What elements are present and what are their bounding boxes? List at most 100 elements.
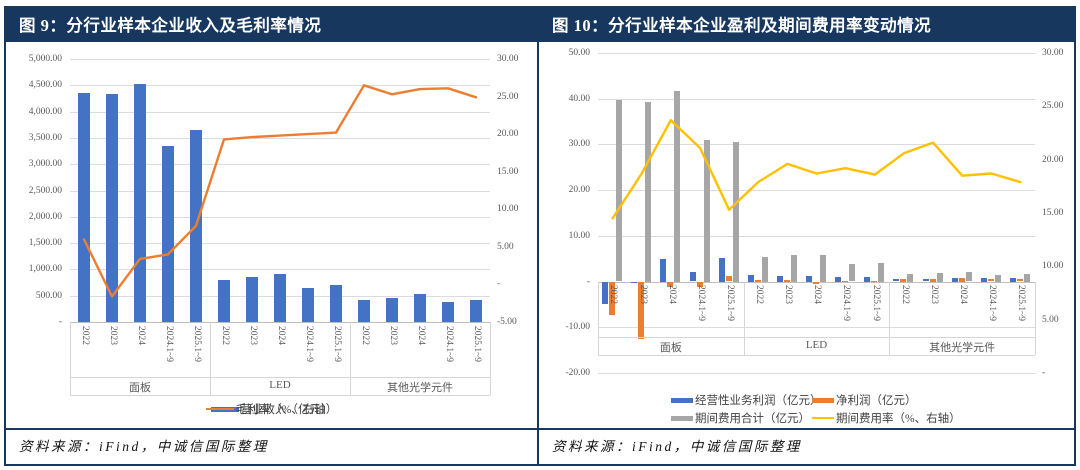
legend-line-marker — [205, 407, 234, 411]
x-axis-group-label: LED — [805, 339, 828, 351]
y-axis-right-tick: 25.00 — [1042, 101, 1064, 112]
bar — [689, 272, 696, 282]
bar — [820, 255, 826, 282]
gridline — [598, 327, 1035, 329]
x-axis-category-label: 2022 — [608, 285, 619, 304]
x-axis-category-label: 2024 — [275, 326, 286, 345]
bar — [133, 83, 146, 322]
bar — [980, 278, 987, 282]
gridline — [70, 322, 490, 323]
bar — [638, 281, 645, 340]
axis-band-separator — [210, 322, 211, 395]
bar — [987, 278, 994, 282]
y-axis-right-tick: 10.00 — [1042, 261, 1064, 272]
y-axis-left-tick: -20.00 — [565, 368, 590, 378]
y-axis-left-tick: - — [58, 317, 62, 327]
bar — [893, 278, 900, 282]
figure10-title: 图 10：分行业样本企业盈利及期间费用率变动情况 — [539, 8, 1074, 40]
bar — [783, 280, 790, 282]
gridline — [598, 53, 1035, 54]
legend-item: 期间费用合计（亿元） — [671, 410, 810, 426]
legend-item: 净利润（亿元） — [812, 392, 917, 408]
bar — [900, 279, 907, 282]
legend-item: 毛利率（%、右轴） — [205, 401, 337, 417]
legend-label: 营业收入（亿元） — [240, 404, 333, 416]
bar — [842, 280, 849, 282]
bar — [385, 297, 398, 322]
x-axis-category-label: 2023 — [637, 285, 648, 304]
x-axis-category-label: 2024 — [415, 326, 426, 345]
y-axis-left-tick: 20.00 — [568, 185, 590, 196]
x-axis-group-label: 其他光学元件 — [387, 382, 453, 394]
bar — [441, 301, 454, 322]
y-axis-right-tick: 25.00 — [497, 91, 519, 102]
bar — [616, 99, 623, 282]
x-axis-category-label: 2022 — [754, 285, 764, 304]
y-axis-left-tick: - — [586, 276, 590, 287]
bar — [754, 280, 761, 282]
x-axis-category-label: 2025.1~9 — [191, 326, 202, 363]
bar — [725, 275, 732, 282]
y-axis-right-tick: -5.00 — [497, 317, 517, 327]
figure-board: 图 9：分行业样本企业收入及毛利率情况 图 10：分行业样本企业盈利及期间费用率… — [4, 6, 1076, 466]
x-axis-category-label: 2024 — [958, 285, 968, 304]
bar — [864, 277, 871, 282]
x-axis-category-label: 2025.1~9 — [471, 326, 482, 363]
x-axis-category-label: 2024.1~9 — [303, 326, 314, 363]
y-axis-left-tick: 10.00 — [568, 230, 590, 241]
bar — [357, 299, 370, 322]
axis-band-separator — [490, 322, 491, 395]
x-axis-category-label: 2023 — [247, 326, 258, 345]
legend-label: 期间费用合计（亿元） — [695, 413, 810, 425]
bar — [674, 91, 681, 282]
x-axis-category-label: 2023 — [928, 285, 939, 304]
x-axis-category-label: 2023 — [387, 326, 398, 345]
figure10-title-text: 图 10：分行业样本企业盈利及期间费用率变动情况 — [552, 16, 932, 35]
bar — [703, 140, 710, 282]
y-axis-left-tick: 4,500.00 — [28, 80, 62, 91]
bar — [189, 130, 202, 322]
bar — [1009, 278, 1016, 282]
bar — [413, 293, 426, 322]
y-axis-left-tick: 50.00 — [568, 48, 590, 58]
figure9-title-text: 图 9：分行业样本企业收入及毛利率情况 — [19, 16, 322, 35]
y-axis-left-tick: 3,000.00 — [28, 159, 62, 170]
x-axis-category-label: 2022 — [79, 326, 90, 345]
y-axis-left-tick: 3,500.00 — [28, 132, 62, 143]
bar — [609, 281, 616, 316]
axis-band-line — [598, 337, 1035, 338]
axis-band-separator — [743, 281, 745, 355]
x-axis-category-label: 2025.1~9 — [1016, 285, 1027, 322]
gridline — [598, 144, 1035, 146]
bar — [161, 145, 174, 322]
y-axis-left-tick: 5,000.00 — [28, 54, 62, 64]
bar — [835, 277, 842, 282]
bar — [813, 281, 819, 284]
axis-band-separator — [1035, 281, 1036, 355]
bar — [878, 263, 885, 282]
bar — [965, 272, 972, 282]
y-axis-left-tick: 500.00 — [35, 290, 62, 301]
axis-band-line — [598, 355, 1035, 356]
x-axis-group-label: LED — [269, 379, 291, 391]
bar — [718, 257, 725, 282]
gridline — [598, 190, 1035, 192]
source-row-border — [6, 428, 1074, 430]
bar — [929, 279, 936, 282]
bar — [469, 299, 482, 322]
figure10-source-text: 资料来源：iFind，中诚信国际整理 — [552, 439, 802, 454]
bar — [790, 255, 797, 282]
bar — [849, 263, 856, 282]
bar — [732, 141, 739, 282]
x-axis-category-label: 2025.1~9 — [331, 326, 342, 363]
legend-label: 经营性业务利润（亿元） — [695, 395, 822, 407]
x-axis-category-label: 2024 — [666, 285, 677, 304]
x-axis-category-label: 2024.1~9 — [695, 285, 706, 322]
x-axis-category-label: 2022 — [899, 285, 910, 304]
bar — [631, 281, 638, 283]
chart-profit-expense-ratio: 50.00 40.00 30.00 20.00 10.00- -10.00 -20.00 30… — [539, 42, 1072, 428]
y-axis-right-tick: 30.00 — [1042, 48, 1064, 58]
gridline — [70, 59, 490, 60]
x-axis-category-label: 2024.1~9 — [443, 326, 454, 363]
legend-label: 净利润（亿元） — [836, 395, 917, 407]
